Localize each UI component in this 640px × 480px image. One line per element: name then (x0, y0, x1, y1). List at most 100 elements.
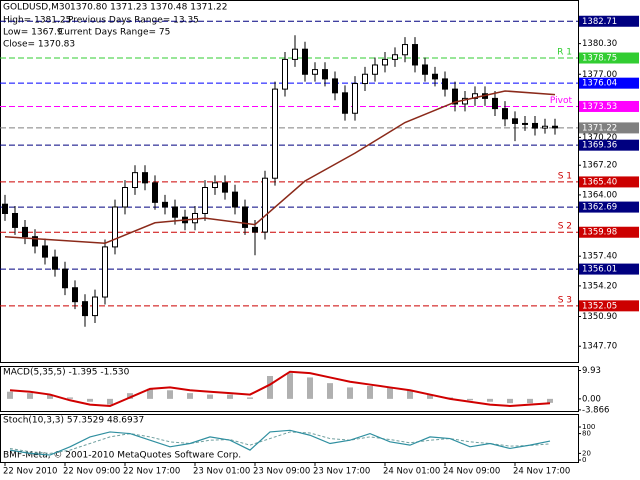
candle-body (262, 177, 268, 233)
stoch-main (9, 429, 551, 456)
macd-tick-label: 0.00 (582, 394, 601, 404)
candle-body (432, 73, 438, 80)
info: Previous Days Range= 13.35 (68, 16, 199, 26)
candle-body (442, 78, 448, 90)
y-tick-label: 1370.20 (582, 133, 617, 143)
candle-body (352, 83, 358, 114)
x-tick-label: 22 Nov 17:00 (123, 467, 180, 477)
level-box (579, 15, 639, 27)
candle-body (212, 182, 218, 188)
candle-body (332, 78, 338, 94)
stoch-tick-label: 0 (582, 456, 586, 464)
candle-body (92, 296, 98, 317)
level-label: 1378.75 (582, 54, 617, 64)
stoch-title: Stoch(10,3,3) 57.3529 48.6937 (3, 416, 144, 426)
candle-body (152, 182, 158, 203)
level-label: 1373.53 (582, 102, 617, 112)
macd-bar (87, 398, 93, 402)
level-box (579, 176, 639, 188)
candle-body (32, 236, 38, 247)
pivot-name: S 1 (558, 171, 572, 181)
macd-bar (467, 398, 473, 401)
pivot-name: S 3 (558, 295, 572, 305)
y-tick-label: 1350.90 (582, 312, 617, 322)
macd-bar (387, 387, 393, 399)
candle-body (102, 246, 108, 298)
level-box (579, 100, 639, 112)
candle-body (512, 118, 518, 124)
macd-bar (47, 394, 53, 399)
level-label: 1359.98 (582, 228, 617, 238)
y-tick-label: 1364.00 (582, 190, 617, 200)
stoch-signal (9, 431, 551, 454)
macd-bar (227, 394, 233, 399)
pivot-name: Pivot (550, 96, 573, 106)
candle-body (192, 212, 198, 224)
macd-bar (487, 398, 493, 402)
macd-bar (7, 391, 13, 399)
level-box (579, 300, 639, 312)
candle-body (532, 122, 538, 129)
candle-body (372, 64, 378, 75)
macd-bar (307, 377, 313, 399)
candle-body (122, 186, 128, 208)
level-label: 1352.05 (582, 301, 617, 311)
pivot-name: R 1 (557, 48, 572, 58)
level-box (579, 139, 639, 151)
x-tick-label: 23 Nov 01:00 (193, 467, 250, 477)
candle-body (552, 125, 558, 129)
candle-body (242, 206, 248, 228)
macd-bar (347, 387, 353, 399)
copyright: BMF-Meta, © 2001-2010 MetaQuotes Softwar… (3, 451, 241, 461)
x-tick-label: 22 Nov 09:00 (63, 467, 120, 477)
candle-body (272, 88, 278, 179)
candle-body (142, 172, 148, 184)
macd-signal (9, 370, 551, 408)
candle-body (202, 186, 208, 214)
macd-bar (147, 388, 153, 399)
macd-bar (407, 390, 413, 399)
candle-body (72, 287, 78, 303)
candle-body (132, 172, 138, 188)
macd-bar (27, 393, 33, 399)
macd-bar (507, 398, 513, 404)
y-tick-label: 1380.30 (582, 39, 617, 49)
macd-tick-label: 9.93 (582, 366, 601, 376)
x-tick-label: 22 Nov 2010 (3, 467, 57, 477)
candle-body (522, 122, 528, 125)
candle-body (222, 182, 228, 193)
candle-body (412, 44, 418, 66)
candle-body (362, 73, 368, 85)
stoch-tick-label: 100 (582, 423, 595, 431)
macd-bar (527, 398, 533, 404)
macd-bar (267, 376, 273, 399)
candle-body (232, 191, 238, 208)
macd-bar (247, 397, 253, 399)
macd-bar (67, 397, 73, 399)
level-box (579, 122, 639, 134)
level-box (579, 201, 639, 213)
stoch-tick-label: 80 (582, 430, 591, 438)
level-label: 1369.36 (582, 141, 617, 151)
pivot-name: S 2 (558, 222, 572, 232)
candle-body (52, 256, 58, 270)
macd-bar (127, 393, 133, 399)
y-tick-label: 1377.00 (582, 70, 617, 80)
macd-bar (427, 394, 433, 399)
moving-average (4, 90, 556, 244)
level-label: 1365.40 (582, 177, 617, 187)
candle-body (22, 226, 28, 238)
symbol: GOLDUSD,M30 (3, 3, 71, 13)
level-box (579, 52, 639, 64)
level-label: 1376.04 (582, 79, 617, 89)
macd-bar (107, 398, 113, 405)
level-box (579, 263, 639, 275)
info: Close= 1370.83 (3, 40, 75, 50)
macd-bar (367, 386, 373, 399)
candle-body (422, 64, 428, 75)
candle-body (282, 58, 288, 90)
level-box (579, 226, 639, 238)
candle-body (452, 88, 458, 105)
